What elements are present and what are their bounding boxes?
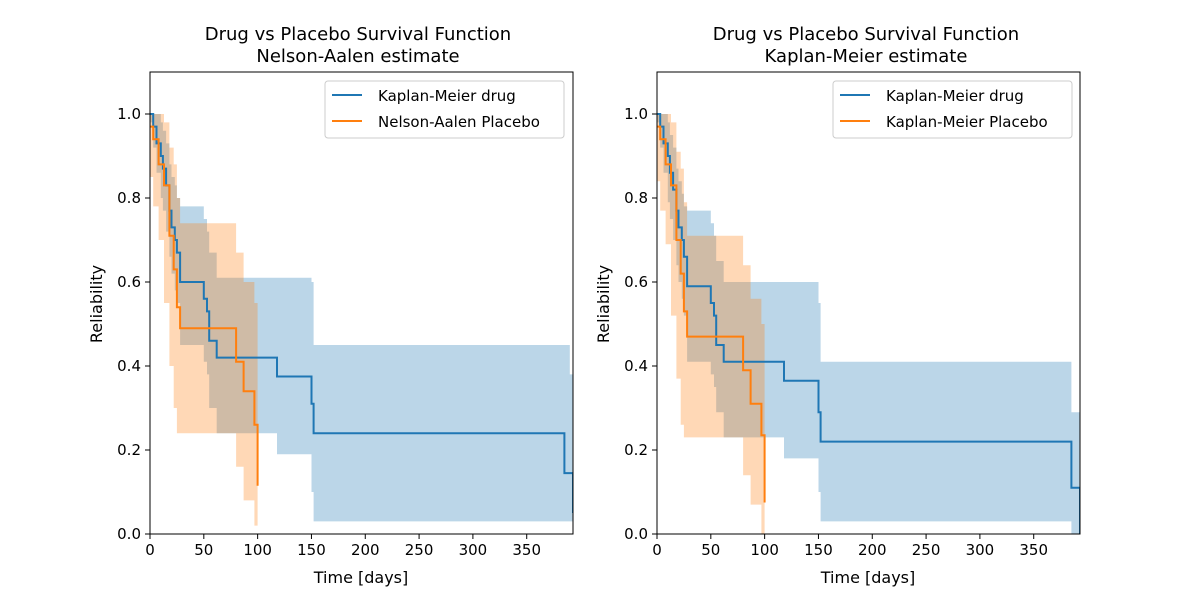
chart-title-line-2: Nelson-Aalen estimate xyxy=(256,46,459,67)
x-tick-label: 50 xyxy=(194,541,213,559)
plot-area: 0 50 100 150 200 250 300 350 0.0 0.2 0.4 0.6 0.8 1.0 xyxy=(117,71,574,559)
x-tick-label: 250 xyxy=(912,541,941,559)
x-tick-label: 50 xyxy=(701,541,720,559)
chart-title-line-1: Drug vs Placebo Survival Function xyxy=(205,24,511,45)
x-axis-label: Time [days] xyxy=(820,568,916,587)
plot-area: 0 50 100 150 200 250 300 350 0.0 0.2 0.4 0.6 0.8 1.0 xyxy=(624,71,1081,559)
x-tick-label: 300 xyxy=(459,541,488,559)
x-tick-label: 0 xyxy=(145,541,155,559)
y-tick-label: 0.4 xyxy=(117,357,141,375)
confidence-band-drug xyxy=(150,114,573,534)
y-tick-label: 0.6 xyxy=(624,273,648,291)
y-tick-label: 0.4 xyxy=(624,357,648,375)
y-tick-label: 0.8 xyxy=(624,189,648,207)
x-tick-label: 250 xyxy=(405,541,434,559)
y-axis-label: Reliability xyxy=(594,265,613,343)
legend-label-placebo: Kaplan-Meier Placebo xyxy=(886,113,1048,131)
series-layer xyxy=(657,113,1080,534)
legend-label-drug: Kaplan-Meier drug xyxy=(886,87,1024,105)
confidence-band-placebo xyxy=(150,114,258,526)
y-tick-label: 0.2 xyxy=(624,441,648,459)
x-tick-label: 300 xyxy=(966,541,995,559)
survival-line-placebo xyxy=(150,125,259,486)
survival-line-drug xyxy=(150,113,573,513)
chart-title-line-2: Kaplan-Meier estimate xyxy=(765,46,968,67)
y-axis-label: Reliability xyxy=(87,265,106,343)
x-tick-label: 200 xyxy=(351,541,380,559)
x-tick-label: 150 xyxy=(297,541,326,559)
axes-frame xyxy=(656,71,1081,535)
y-tick-label: 0.0 xyxy=(624,525,648,543)
confidence-band-placebo xyxy=(657,114,765,534)
x-tick-label: 150 xyxy=(804,541,833,559)
y-tick-label: 0.0 xyxy=(117,525,141,543)
x-tick-label: 100 xyxy=(750,541,779,559)
legend-label-placebo: Nelson-Aalen Placebo xyxy=(378,113,540,131)
y-tick-label: 0.2 xyxy=(117,441,141,459)
x-tick-label: 100 xyxy=(243,541,272,559)
y-tick-label: 0.6 xyxy=(117,273,141,291)
chart-panel-kaplan-meier: Drug vs Placebo Survival Function Kaplan… xyxy=(594,24,1081,587)
y-tick-label: 1.0 xyxy=(624,105,648,123)
survival-line-drug xyxy=(657,113,1080,534)
chart-title-line-1: Drug vs Placebo Survival Function xyxy=(713,24,1019,45)
series-layer xyxy=(150,113,573,534)
x-axis-label: Time [days] xyxy=(313,568,409,587)
x-tick-label: 350 xyxy=(512,541,541,559)
legend: Kaplan-Meier drug Nelson-Aalen Placebo xyxy=(324,80,565,139)
legend-box xyxy=(324,80,565,139)
x-tick-label: 350 xyxy=(1019,541,1048,559)
x-tick-label: 200 xyxy=(858,541,887,559)
chart-panel-nelson-aalen: Drug vs Placebo Survival Function Nelson… xyxy=(87,24,574,587)
legend-label-drug: Kaplan-Meier drug xyxy=(378,87,516,105)
legend-box xyxy=(832,80,1073,139)
survival-line-placebo xyxy=(657,125,766,503)
y-tick-label: 1.0 xyxy=(117,105,141,123)
confidence-band-drug xyxy=(657,114,1080,534)
axes-frame xyxy=(149,71,574,535)
legend: Kaplan-Meier drug Kaplan-Meier Placebo xyxy=(832,80,1073,139)
y-tick-label: 0.8 xyxy=(117,189,141,207)
x-tick-label: 0 xyxy=(652,541,662,559)
